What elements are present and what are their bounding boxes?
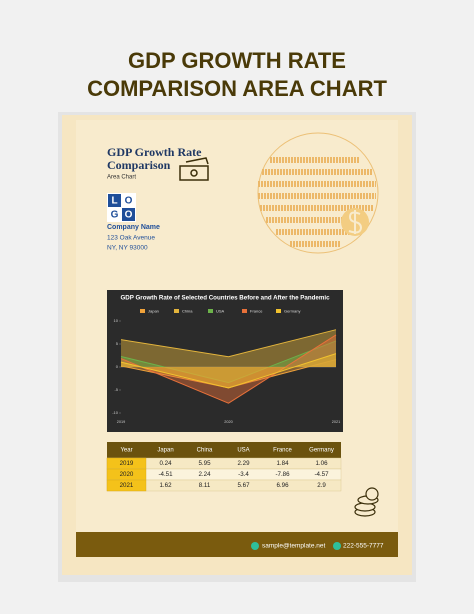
table-header-bg [107,442,341,458]
y-tick-label: 0 [116,364,119,369]
area-line [120,340,337,384]
table-cell: 5.95 [198,460,211,467]
legend-swatch [174,309,179,313]
legend-label: Germany [284,309,300,314]
email-icon [251,542,259,550]
logo-cell [122,208,135,221]
chart-title: GDP Growth Rate of Selected Countries Be… [120,295,330,302]
table-cell: 1.84 [276,460,289,467]
area [121,329,336,367]
area [121,353,336,389]
table-header: USA [237,448,249,454]
table-header: Japan [157,448,173,454]
area [121,359,336,388]
table-header: France [273,448,292,454]
table-header: Germany [309,448,334,454]
logo: L O G O [107,193,136,222]
legend-label: China [182,309,193,314]
bill-back [185,157,209,165]
chart-panel [107,290,343,432]
table-year: 2019 [120,460,134,467]
address-line: NY, NY 93000 [107,245,148,252]
area-line [120,353,337,389]
globe-stripes [258,157,376,247]
legend-label: France [250,309,263,314]
footer-band [76,532,398,557]
chart: Japan China USA France Germany -10 -5 0 5 10 2019 2… [112,309,340,424]
table-cell: 2.9 [317,482,326,489]
legend-label: Japan [148,309,159,314]
money-icon [179,157,209,181]
bill-center [190,169,198,177]
doc-title: Comparison [107,158,171,172]
legend-swatch [242,309,247,313]
legend-swatch [276,309,281,313]
area-line [120,334,337,404]
legend-swatch [208,309,213,313]
logo-letter: G [111,210,119,221]
logo-letter: O [125,196,133,207]
company-name: Company Name [107,224,160,231]
table-cell: 6.96 [276,482,289,489]
x-tick-label: 2020 [224,420,232,424]
area-line [120,329,337,358]
table-year-bg [106,479,147,492]
dollar-icon [348,210,363,234]
table-header: China [197,448,213,454]
doc-title: GDP Growth Rate [107,145,202,159]
table-cell: 5.67 [237,482,250,489]
table-cell: 2.29 [237,460,250,467]
legend-swatch [140,309,145,313]
y-tick-label: 5 [116,341,119,346]
phone-icon [333,542,341,550]
y-tick-label: 10 [114,318,119,323]
logo-cell [108,208,121,221]
logo-cell [108,194,121,207]
table-cell: -4.57 [314,471,329,478]
table-cell: 0.24 [159,460,172,467]
logo-letter: O [125,210,133,221]
x-tick-label: 2021 [332,420,340,424]
table-year: 2020 [120,471,134,478]
table-cell: -7.86 [275,471,290,478]
data-table: Year Japan China USA France Germany 2019 0.24 5.… [106,442,342,492]
footer-email: sample@template.net [262,543,326,550]
table-header: Year [120,448,132,454]
logo-cell [122,194,135,207]
page-title: GDP GROWTH RATE [128,48,346,73]
table-cell: 1.62 [159,482,172,489]
legend-label: USA [216,309,225,314]
doc-subtitle: Area Chart [107,175,136,181]
footer-phone: 222-555-7777 [343,543,384,550]
logo-letter: L [111,196,117,207]
coin [365,487,379,501]
address-line: 123 Oak Avenue [107,235,155,242]
area [121,334,336,404]
bill [179,165,209,181]
coins-icon [354,487,379,517]
globe [257,132,379,254]
y-tick-label: -10 [112,410,119,415]
table-year: 2021 [120,482,134,489]
table-cell: 2.24 [198,471,211,478]
x-tick-label: 2019 [117,420,125,424]
table-cell: 1.06 [315,460,328,467]
table-cell: -3.4 [238,471,249,478]
page-title: COMPARISON AREA CHART [87,76,387,101]
table-cell: 8.11 [199,482,211,489]
y-tick-label: -5 [114,387,118,392]
table-cell: -4.51 [158,471,173,478]
